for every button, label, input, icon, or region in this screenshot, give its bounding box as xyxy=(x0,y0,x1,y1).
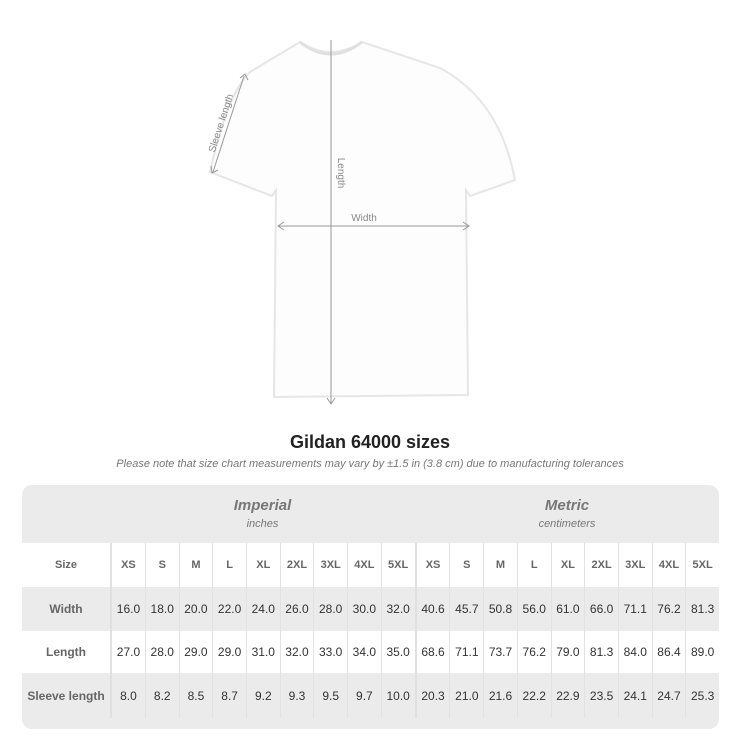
table-cell: S xyxy=(449,543,484,587)
table-cell: 20.0 xyxy=(178,587,213,631)
table-cell: 18.0 xyxy=(144,587,180,631)
table-cell: 34.0 xyxy=(347,631,382,673)
table-cell: 33.0 xyxy=(313,631,348,673)
table-cell: 10.0 xyxy=(380,673,416,718)
table-cell: M xyxy=(483,543,518,587)
table-cell: 22.0 xyxy=(212,587,247,631)
table-cell: M xyxy=(178,543,213,587)
table-cell: XS xyxy=(110,543,146,587)
table-cell: 73.7 xyxy=(483,631,518,673)
table-cell: 32.0 xyxy=(279,631,314,673)
sleeve-arrow xyxy=(212,75,245,173)
table-cell: 22.2 xyxy=(516,673,552,718)
table-cell: 21.6 xyxy=(483,673,518,718)
table-row: Size XS S M L XL 2XL 3XL 4XL 5XL XS S M L XL 2XL 3XL 4XL 5… xyxy=(22,543,719,587)
table-cell: XS xyxy=(414,543,450,587)
table-cell: 66.0 xyxy=(584,587,619,631)
imperial-header: Imperial inches xyxy=(110,497,415,530)
table-cell: 50.8 xyxy=(483,587,518,631)
table-cell: 35.0 xyxy=(380,631,416,673)
table-cell: 5XL xyxy=(685,543,719,587)
table-cell: 76.2 xyxy=(516,631,552,673)
row-label: Width xyxy=(22,587,112,631)
table-cell: 27.0 xyxy=(110,631,146,673)
table-cell: 29.0 xyxy=(178,631,213,673)
table-cell: 9.3 xyxy=(279,673,314,718)
table-cell: 81.3 xyxy=(584,631,619,673)
table-cell: 84.0 xyxy=(617,631,653,673)
table-cell: XL xyxy=(245,543,281,587)
size-table: Size XS S M L XL 2XL 3XL 4XL 5XL XS S M L XL 2XL 3XL 4XL 5… xyxy=(22,543,719,718)
row-label: Length xyxy=(22,631,112,673)
imperial-heading: Imperial xyxy=(233,497,292,514)
table-cell: 31.0 xyxy=(245,631,281,673)
table-row: Width 16.0 18.0 20.0 22.0 24.0 26.0 28.0 30.0 32.… xyxy=(22,587,719,631)
table-cell: 5XL xyxy=(380,543,416,587)
chart-title: Gildan 64000 sizes xyxy=(289,432,451,452)
table-cell: 4XL xyxy=(651,543,686,587)
table-cell: 22.9 xyxy=(550,673,585,718)
width-label: Width xyxy=(351,213,377,224)
table-cell: 81.3 xyxy=(685,587,719,631)
table-cell: 8.2 xyxy=(144,673,180,718)
table-cell: 21.0 xyxy=(449,673,484,718)
table-cell: 28.0 xyxy=(144,631,180,673)
table-cell: 9.2 xyxy=(245,673,281,718)
table-cell: L xyxy=(516,543,552,587)
table-cell: 79.0 xyxy=(550,631,585,673)
row-label: Size xyxy=(22,543,112,587)
length-label: Length xyxy=(335,158,346,189)
metric-unit: centimeters xyxy=(538,518,596,530)
table-cell: 30.0 xyxy=(347,587,382,631)
table-cell: 20.3 xyxy=(414,673,450,718)
table-cell: 9.5 xyxy=(313,673,348,718)
table-cell: 2XL xyxy=(279,543,314,587)
table-cell: 24.7 xyxy=(651,673,686,718)
table-cell: 2XL xyxy=(584,543,619,587)
table-cell: 8.5 xyxy=(178,673,213,718)
table-cell: 26.0 xyxy=(279,587,314,631)
table-cell: 40.6 xyxy=(414,587,450,631)
table-cell: 45.7 xyxy=(449,587,484,631)
table-cell: 24.1 xyxy=(617,673,653,718)
table-cell: 71.1 xyxy=(449,631,484,673)
table-cell: 23.5 xyxy=(584,673,619,718)
table-cell: 28.0 xyxy=(313,587,348,631)
table-cell: S xyxy=(144,543,180,587)
tshirt-diagram: Sleeve length Length Width xyxy=(207,40,517,405)
table-row: Length 27.0 28.0 29.0 29.0 31.0 32.0 33.0 34.0 35… xyxy=(22,631,719,673)
table-cell: 9.7 xyxy=(347,673,382,718)
table-cell: 24.0 xyxy=(245,587,281,631)
table-cell: 86.4 xyxy=(651,631,686,673)
table-cell: 25.3 xyxy=(685,673,719,718)
table-cell: 16.0 xyxy=(110,587,146,631)
tolerance-note: Please note that size chart measurements… xyxy=(116,458,624,470)
table-cell: 71.1 xyxy=(617,587,653,631)
table-cell: 68.6 xyxy=(414,631,450,673)
table-cell: 61.0 xyxy=(550,587,585,631)
size-table-card: Imperial inches Metric centimeters Size X… xyxy=(22,485,719,729)
table-cell: 3XL xyxy=(313,543,348,587)
table-cell: 56.0 xyxy=(516,587,552,631)
table-row: Sleeve length 8.0 8.2 8.5 8.7 9.2 9.3 9.5 9.7 10.… xyxy=(22,673,719,718)
table-cell: 32.0 xyxy=(380,587,416,631)
table-cell: 89.0 xyxy=(685,631,719,673)
table-cell: 29.0 xyxy=(212,631,247,673)
table-cell: 8.0 xyxy=(110,673,146,718)
table-cell: 76.2 xyxy=(651,587,686,631)
table-cell: 3XL xyxy=(617,543,653,587)
table-cell: L xyxy=(212,543,247,587)
imperial-unit: inches xyxy=(246,518,279,530)
table-cell: 4XL xyxy=(347,543,382,587)
table-cell: 8.7 xyxy=(212,673,247,718)
metric-heading: Metric xyxy=(544,497,590,514)
row-label: Sleeve length xyxy=(22,673,112,718)
metric-header: Metric centimeters xyxy=(415,497,719,530)
table-cell: XL xyxy=(550,543,585,587)
